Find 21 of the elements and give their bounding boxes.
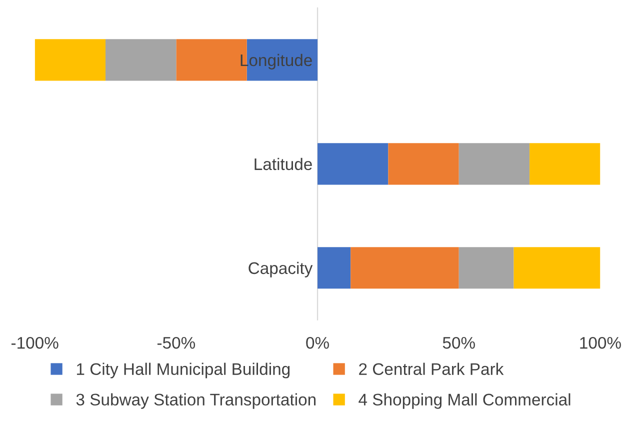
bar bbox=[458, 143, 530, 185]
bar bbox=[34, 39, 106, 81]
bar bbox=[350, 247, 459, 289]
x-tick-label: 0% bbox=[306, 336, 329, 349]
bar bbox=[318, 143, 388, 185]
y-tick-label: Latitude bbox=[254, 158, 312, 170]
bar bbox=[318, 247, 351, 289]
x-tick-label: -100% bbox=[11, 336, 58, 349]
legend-label: 2 Central Park Park bbox=[359, 362, 504, 375]
y-tick-label: Capacity bbox=[248, 262, 313, 278]
x-tick-label: -50% bbox=[157, 336, 196, 349]
legend-label: 3 Subway Station Transportation bbox=[76, 393, 316, 409]
legend-label: 4 Shopping Mall Commercial bbox=[358, 393, 570, 409]
bar bbox=[514, 247, 600, 289]
bar bbox=[106, 39, 176, 81]
bar bbox=[530, 143, 600, 185]
x-tick-label: 50% bbox=[442, 336, 475, 349]
legend-label: 1 City Hall Municipal Building bbox=[76, 362, 290, 378]
x-tick-label: 100% bbox=[580, 336, 621, 349]
bar bbox=[388, 143, 459, 185]
bar bbox=[458, 247, 514, 289]
